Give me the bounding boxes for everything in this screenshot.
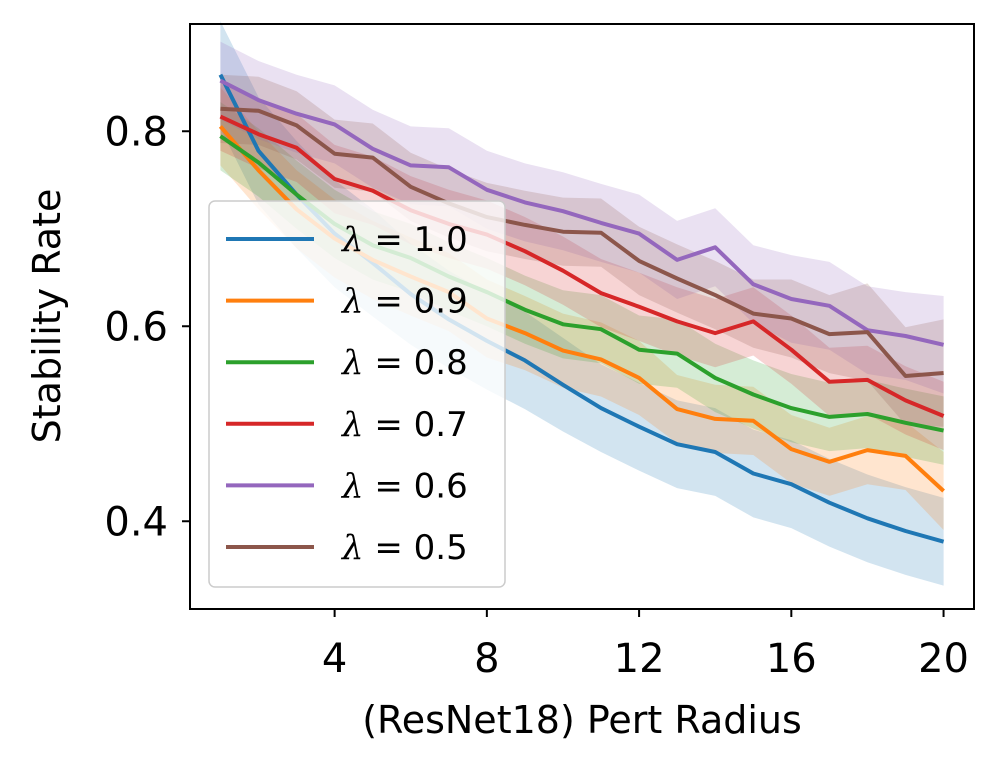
y-axis-label: Stability Rate (25, 189, 69, 444)
plot-area-frame (189, 23, 975, 610)
y-tick-label: 0.6 (104, 304, 168, 350)
x-tick-label: 12 (614, 636, 665, 682)
x-axis-label: (ResNet18) Pert Radius (362, 698, 802, 742)
legend-box (208, 200, 506, 588)
legend-label-5: λ = 0.6 (340, 466, 468, 506)
band-series-2 (220, 87, 944, 531)
y-axis-ticks: 0.4 0.6 0.8 (104, 109, 190, 545)
line-series-4 (219, 114, 945, 418)
band-series-1 (220, 21, 944, 586)
legend-label-6: λ = 0.5 (340, 528, 468, 568)
x-tick-label: 16 (766, 636, 817, 682)
legend-label-3: λ = 0.8 (340, 343, 468, 383)
line-series-6 (220, 106, 944, 378)
legend: λ = 1.0 λ = 0.9 λ = 0.8 λ = 0.7 λ = 0.6 λ = 0… (208, 200, 506, 588)
x-tick-label: 20 (918, 636, 969, 682)
band-series-4 (220, 82, 944, 451)
x-tick-label: 8 (474, 636, 499, 682)
x-tick-label: 4 (322, 636, 347, 682)
x-axis-ticks: 4 8 12 16 20 (322, 609, 969, 682)
y-tick-label: 0.8 (104, 109, 168, 155)
y-tick-label: 0.4 (104, 499, 168, 545)
legend-label-4: λ = 0.7 (340, 405, 468, 445)
legend-label-2: λ = 0.9 (340, 282, 468, 322)
legend-label-1: λ = 1.0 (340, 220, 468, 260)
band-series-3 (220, 102, 944, 465)
line-series-5 (219, 78, 945, 347)
